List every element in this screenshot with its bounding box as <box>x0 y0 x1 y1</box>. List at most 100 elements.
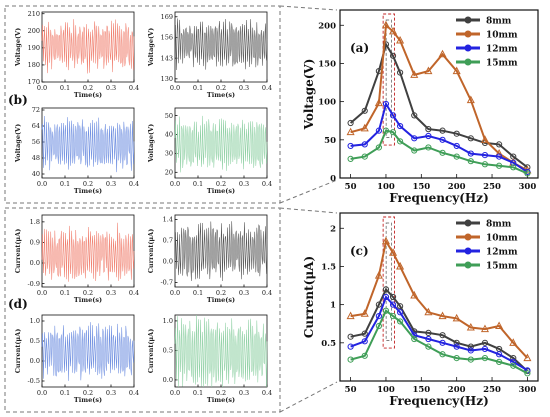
y-tick-label: 40 <box>32 170 40 178</box>
connector-line <box>279 207 338 214</box>
data-point <box>374 98 383 107</box>
panel-label: (c) <box>350 244 369 258</box>
chart-d2: 0.0 0.1 0.2 0.3 0.4 -0.7 0.0 0.7 1.4 Time(s) Curre… <box>147 214 272 304</box>
x-tick-label: 0.1 <box>60 289 70 297</box>
x-tick-label: 0.2 <box>216 389 226 397</box>
x-tick-label: 0.4 <box>129 389 139 397</box>
data-point <box>467 347 474 354</box>
group-label-b: (b) <box>8 93 28 107</box>
x-tick-label: 0.4 <box>262 84 272 92</box>
data-point <box>439 339 446 346</box>
data-point <box>411 147 418 154</box>
data-point <box>453 142 460 150</box>
data-point <box>346 311 355 320</box>
data-point <box>347 142 354 150</box>
data-point <box>524 170 531 177</box>
panel-label: (a) <box>350 41 369 55</box>
x-axis-label: Frequency(Hz) <box>389 394 489 408</box>
x-tick-label: 150 <box>412 385 430 395</box>
series-line-10mm <box>350 23 528 172</box>
data-point <box>467 135 474 142</box>
waveform-line <box>41 222 135 282</box>
data-point <box>389 293 397 301</box>
data-point <box>439 136 446 143</box>
data-point <box>523 353 532 362</box>
chart-b4: 0.0 0.1 0.2 0.3 0.4 20 30 40 50 Time(s) Voltage(V) <box>147 107 272 195</box>
legend-marker <box>464 247 472 255</box>
x-tick-label: 0.4 <box>129 289 139 297</box>
x-axis-label: Time(s) <box>207 91 235 99</box>
data-point <box>481 161 489 168</box>
data-point <box>382 293 390 301</box>
x-tick-label: 0.1 <box>193 180 203 188</box>
y-axis-label: Voltage(V) <box>147 124 155 163</box>
data-point <box>496 141 503 148</box>
data-point <box>509 338 518 346</box>
y-tick-label: -0.5 <box>27 377 40 385</box>
y-tick-label: 200 <box>318 21 336 31</box>
waveform-line <box>41 322 135 381</box>
data-point <box>389 129 397 136</box>
x-tick-label: 0.4 <box>129 84 139 92</box>
legend-label: 12mm <box>486 248 518 258</box>
y-axis-label: Voltage(V) <box>302 59 316 131</box>
highlight-region-inner <box>385 222 392 341</box>
data-point <box>481 354 489 362</box>
waveform-line <box>174 115 268 173</box>
x-tick-label: 0.4 <box>262 389 272 397</box>
y-axis-label: Current(μA) <box>302 256 316 338</box>
data-point <box>382 127 390 134</box>
chart-c: 50 100 150 200 250 300 0.5 1 1.5 2 Frequency(Hz) Cu… <box>302 212 539 408</box>
data-point <box>411 112 418 119</box>
y-tick-label: 40 <box>165 131 173 139</box>
data-point <box>524 370 531 377</box>
legend-marker <box>464 261 472 269</box>
plot-frame <box>339 212 539 382</box>
data-point <box>466 322 475 331</box>
y-tick-label: 1.0 <box>30 317 40 325</box>
waveform-line <box>41 19 135 74</box>
y-tick-label: 0.9 <box>30 239 40 247</box>
x-tick-label: 0.0 <box>37 289 47 297</box>
connector-line <box>279 179 338 204</box>
data-point <box>346 127 355 136</box>
data-point <box>375 144 382 151</box>
data-point <box>389 301 397 308</box>
series-line-15mm <box>350 309 528 375</box>
y-axis-label: Voltage(V) <box>14 28 22 67</box>
x-tick-label: 0.2 <box>216 180 226 188</box>
data-point <box>453 153 460 160</box>
y-tick-label: 1.8 <box>30 218 40 226</box>
y-tick-label: 56 <box>32 138 40 146</box>
data-point <box>439 149 446 156</box>
y-tick-label: 1.0 <box>163 317 173 325</box>
y-tick-label: 169 <box>161 13 173 21</box>
x-tick-label: 300 <box>519 182 537 192</box>
x-axis-label: Time(s) <box>207 396 235 404</box>
x-tick-label: 0.3 <box>106 180 116 188</box>
x-tick-label: 0.1 <box>193 389 203 397</box>
data-point <box>361 107 368 114</box>
data-point <box>496 162 503 169</box>
y-axis-label: Voltage(V) <box>147 28 155 67</box>
legend-marker <box>464 30 472 38</box>
y-tick-label: 64 <box>32 122 40 130</box>
data-point <box>397 303 404 310</box>
data-point <box>411 335 418 343</box>
x-axis-label: Time(s) <box>74 91 102 99</box>
data-point <box>397 122 404 130</box>
charts-layer: 50 100 150 200 250 300050100150200Frequency(H… <box>14 9 539 408</box>
y-tick-label: 72 <box>32 106 40 114</box>
series-line-8mm <box>349 41 529 169</box>
y-tick-label: 0 <box>330 174 336 184</box>
data-point <box>375 322 382 330</box>
x-axis-label: Frequency(Hz) <box>389 191 489 205</box>
x-axis-label: Time(s) <box>74 187 102 195</box>
data-point <box>425 335 432 343</box>
data-point <box>467 356 474 363</box>
legend-marker <box>464 44 472 52</box>
chart-a: 50 100 150 200 250 300050100150200Frequency(H… <box>302 9 539 205</box>
waveform-line <box>174 314 268 388</box>
data-point <box>510 164 517 171</box>
y-tick-label: 0.5 <box>321 339 336 349</box>
